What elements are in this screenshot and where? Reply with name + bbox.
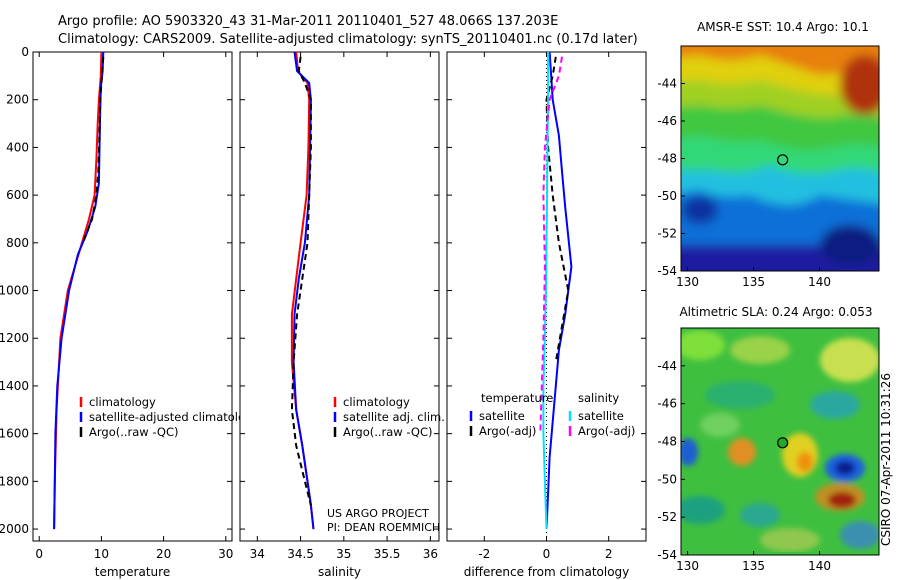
lon-tick-label: 140: [808, 559, 831, 573]
pi-credit: PI: DEAN ROEMMICH: [327, 521, 440, 534]
series-line: [542, 52, 550, 530]
lat-tick-label: -52: [657, 227, 677, 241]
series-line: [545, 51, 573, 530]
temperature-panel: 0 10 20 30 0 200 400 600 800 1000 1200 1400 1600 1800…: [0, 45, 259, 579]
y-tick-label: 1000: [0, 284, 29, 298]
lon-tick-label: 130: [676, 275, 699, 289]
legend-heading: temperature: [481, 391, 553, 405]
sst-map-panel: AMSR-E SST: 10.4 Argo: 10.1 130 135 140 -44…: [657, 20, 880, 289]
argo-location-marker-sst: [777, 154, 789, 166]
y-tick-label: 0: [21, 45, 29, 59]
series-line: [292, 51, 315, 530]
lon-tick-label: 140: [808, 275, 831, 289]
x-axis-label: salinity: [318, 565, 361, 579]
legend-heading: salinity: [578, 391, 619, 405]
x-axis-label: temperature: [95, 565, 170, 579]
lat-tick-label: -46: [657, 114, 677, 128]
lon-tick-label: 135: [742, 275, 765, 289]
lat-tick-label: -44: [657, 77, 677, 91]
x-tick-label: 20: [156, 547, 171, 561]
y-tick-label: 1200: [0, 331, 29, 345]
plot-frame: [239, 51, 440, 542]
series-line: [81, 56, 105, 244]
x-tick-label: 0: [35, 547, 43, 561]
lat-tick-label: -52: [657, 510, 677, 524]
x-tick-label: 34.5: [287, 547, 314, 561]
lat-tick-label: -54: [657, 548, 677, 562]
legend-label: climatology: [343, 395, 410, 409]
legend-label: Argo(-adj): [578, 424, 635, 438]
lat-tick-label: -44: [657, 359, 677, 373]
legend-label: satellite: [479, 409, 525, 423]
x-axis-label: difference from climatology: [464, 565, 630, 579]
series-line: [545, 56, 570, 363]
legend-label: climatology: [89, 395, 156, 409]
y-tick-label: 1800: [0, 474, 29, 488]
x-tick-label: 30: [218, 547, 233, 561]
x-tick-label: 35.5: [374, 547, 401, 561]
lat-tick-label: -50: [657, 472, 677, 486]
sla-map-title: Altimetric SLA: 0.24 Argo: 0.053: [679, 305, 872, 319]
lon-tick-label: 130: [676, 559, 699, 573]
lat-tick-label: -54: [657, 264, 677, 278]
y-tick-label: 800: [6, 236, 29, 250]
y-tick-label: 200: [6, 93, 29, 107]
x-tick-label: -2: [478, 547, 490, 561]
series-line: [539, 56, 563, 434]
lon-tick-label: 135: [742, 559, 765, 573]
x-tick-label: 0: [543, 547, 551, 561]
x-tick-label: 2: [605, 547, 613, 561]
lat-tick-label: -46: [657, 397, 677, 411]
y-tick-label: 2000: [0, 522, 29, 536]
legend-label: satellite-adjusted climatology: [89, 410, 259, 424]
legend-label: Argo(..raw -QC): [343, 425, 433, 439]
sst-heatmap: [681, 46, 879, 271]
lat-tick-label: -48: [657, 435, 677, 449]
salinity-panel: 34 34.5 35 35.5 36 salinity climatologysatelli…: [239, 51, 445, 579]
y-tick-label: 400: [6, 140, 29, 154]
legend-label: Argo(..raw -QC): [89, 425, 179, 439]
lat-tick-label: -48: [657, 152, 677, 166]
x-tick-label: 35: [336, 547, 351, 561]
sst-map-title: AMSR-E SST: 10.4 Argo: 10.1: [697, 20, 869, 34]
difference-panel: -2 0 2 difference from climatology temperatu…: [446, 51, 647, 579]
y-tick-label: 1600: [0, 427, 29, 441]
project-credit: US ARGO PROJECT: [327, 507, 429, 520]
y-tick-label: 600: [6, 188, 29, 202]
y-tick-label: 1400: [0, 379, 29, 393]
sla-map-panel: Altimetric SLA: 0.24 Argo: 0.053 130 135 1…: [657, 305, 880, 573]
x-tick-label: 36: [423, 547, 438, 561]
argo-location-marker-sla: [777, 437, 789, 449]
plot-frame: [32, 51, 233, 542]
series-line: [290, 56, 312, 506]
header-line-1: Argo profile: AO 5903320_43 31-Mar-2011 …: [58, 14, 558, 29]
lat-tick-label: -50: [657, 189, 677, 203]
legend-label: satellite adj. clim.: [343, 410, 445, 424]
x-tick-label: 34: [250, 547, 265, 561]
legend-label: Argo(-adj): [479, 424, 536, 438]
timestamp-stamp: CSIRO 07-Apr-2011 10:31:26: [879, 373, 893, 546]
legend-label: satellite: [578, 409, 624, 423]
x-tick-label: 10: [94, 547, 109, 561]
header-line-2: Climatology: CARS2009. Satellite-adjuste…: [58, 32, 638, 47]
